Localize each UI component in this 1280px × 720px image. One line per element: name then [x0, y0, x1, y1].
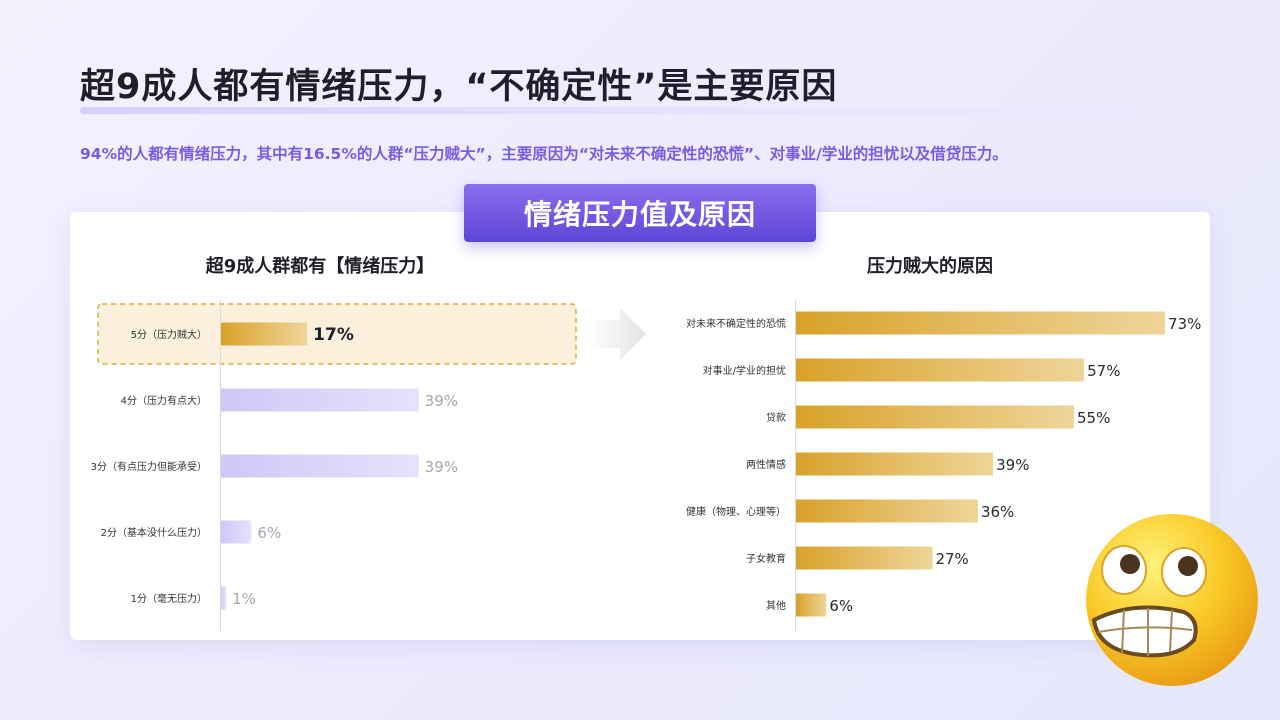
right-value-label: 39% [996, 456, 1029, 474]
left-category-label: 5分（压力贼大） [131, 328, 207, 341]
right-value-label: 55% [1077, 409, 1110, 427]
right-category-label: 两性情感 [746, 458, 786, 471]
left-bar [221, 454, 419, 478]
right-bar [796, 546, 933, 570]
right-category-label: 贷款 [766, 411, 786, 424]
left-category-label: 1分（毫无压力） [131, 592, 207, 605]
right-value-label: 57% [1087, 362, 1120, 380]
left-value-label: 1% [232, 590, 256, 608]
left-chart: 5分（压力贼大） 17% 4分（压力有点大） 39% 3分（有点压力但能承受） 39% 2分… [91, 322, 458, 610]
left-category-label: 4分（压力有点大） [121, 394, 207, 407]
section-banner: 情绪压力值及原因 [464, 184, 816, 242]
left-bar [221, 388, 419, 412]
left-value-label: 39% [425, 458, 458, 476]
right-category-label: 其他 [766, 599, 786, 612]
left-category-label: 3分（有点压力但能承受） [91, 460, 207, 473]
right-bar [796, 452, 994, 476]
left-bar [221, 322, 308, 346]
page-title: 超9成人都有情绪压力，“不确定性”是主要原因 [80, 67, 838, 107]
right-value-label: 73% [1168, 315, 1201, 333]
right-category-label: 子女教育 [746, 552, 786, 565]
anxious-face-icon [1086, 514, 1258, 686]
right-chart-title: 压力贼大的原因 [867, 255, 993, 277]
left-value-label: 17% [313, 325, 354, 345]
left-value-label: 6% [257, 524, 281, 542]
right-chart: 对未来不确定性的恐慌 73% 对事业/学业的担忧 57% 贷款 55% 两性情感 39% 健康（… [686, 311, 1201, 617]
right-value-label: 6% [829, 597, 853, 615]
right-bar [796, 593, 827, 617]
right-category-label: 对未来不确定性的恐慌 [686, 317, 786, 330]
left-highlight-box [97, 303, 577, 365]
right-category-label: 对事业/学业的担忧 [703, 364, 786, 377]
right-value-label: 27% [935, 550, 968, 568]
right-value-label: 36% [981, 503, 1014, 521]
page-subtitle: 94%的人都有情绪压力，其中有16.5%的人群“压力贼大”，主要原因为“对未来不… [80, 145, 1008, 163]
arrow-right-icon [586, 308, 646, 360]
left-chart-title: 超9成人群都有【情绪压力】 [206, 255, 435, 277]
right-bar [796, 358, 1085, 382]
left-category-label: 2分（基本没什么压力） [101, 526, 207, 539]
right-category-label: 健康（物理、心理等） [686, 505, 786, 518]
right-bar [796, 405, 1075, 429]
title-underline [80, 107, 1200, 114]
right-bar [796, 499, 978, 523]
left-value-label: 39% [425, 392, 458, 410]
right-bar [796, 311, 1165, 335]
left-bar [221, 586, 227, 610]
left-bar [221, 520, 252, 544]
